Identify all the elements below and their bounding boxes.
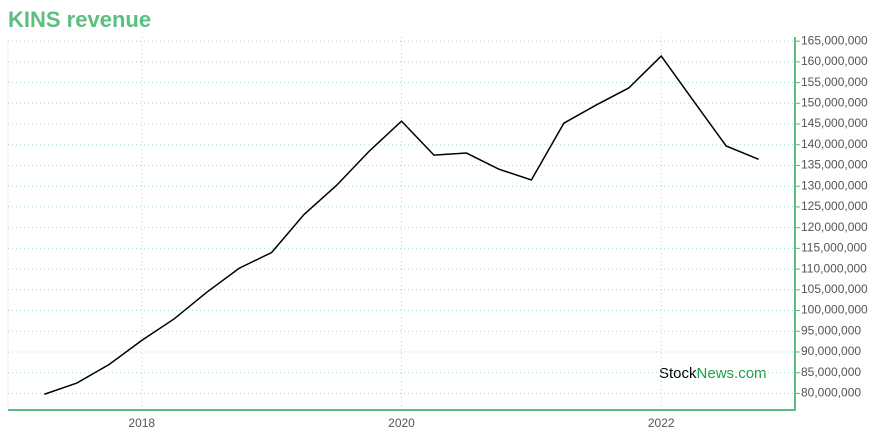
y-tick-label: 145,000,000 xyxy=(801,116,868,130)
chart-title: KINS revenue xyxy=(8,7,151,32)
y-tick-label: 130,000,000 xyxy=(801,178,868,192)
x-tick-label: 2018 xyxy=(128,416,155,430)
watermark-stock: Stock xyxy=(659,365,697,382)
y-tick-label: 150,000,000 xyxy=(801,95,868,109)
y-tick-label: 165,000,000 xyxy=(801,33,868,47)
line-series xyxy=(44,54,759,395)
y-tick-label: 95,000,000 xyxy=(801,323,861,337)
y-tick-label: 160,000,000 xyxy=(801,54,868,68)
y-tick-label: 110,000,000 xyxy=(801,261,867,275)
x-tick-label: 2022 xyxy=(648,416,675,430)
y-tick-label: 80,000,000 xyxy=(801,386,861,400)
watermark: StockNews.com xyxy=(659,365,767,382)
y-tick-label: 155,000,000 xyxy=(801,75,868,89)
y-tick-label: 100,000,000 xyxy=(801,303,868,317)
y-tick-label: 135,000,000 xyxy=(801,158,868,172)
y-tick-label: 115,000,000 xyxy=(801,241,867,255)
y-tick-label: 85,000,000 xyxy=(801,365,861,379)
y-tick-label: 105,000,000 xyxy=(801,282,868,296)
watermark-news: News.com xyxy=(697,365,767,382)
x-tick-label: 2020 xyxy=(388,416,415,430)
y-tick-label: 140,000,000 xyxy=(801,137,868,151)
y-tick-label: 125,000,000 xyxy=(801,199,868,213)
y-tick-label: 90,000,000 xyxy=(801,344,861,358)
y-tick-label: 120,000,000 xyxy=(801,220,868,234)
